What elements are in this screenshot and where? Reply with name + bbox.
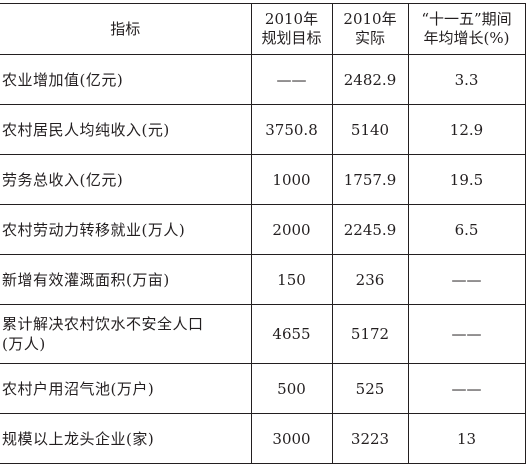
growth-cell: 6.5: [407, 204, 526, 255]
target-cell: 3000: [250, 413, 333, 464]
header-2010-target: 2010年 规划目标: [250, 3, 333, 55]
header-2010-target-line2: 规划目标: [261, 29, 322, 47]
indicator-label: 农村居民人均纯收入(元): [2, 120, 170, 139]
target-cell: 1000: [250, 154, 333, 205]
growth-cell: 3.3: [407, 54, 526, 105]
actual-cell: 2482.9: [331, 54, 409, 105]
indicator-label-continued: (万人): [2, 335, 46, 353]
indicator-cell: 农村居民人均纯收入(元): [0, 104, 252, 155]
table-header-row: 指标 2010年 规划目标 2010年 实际 “十一五”期间 年均增长(%): [0, 3, 526, 55]
statistics-table: 指标 2010年 规划目标 2010年 实际 “十一五”期间 年均增长(%) 农…: [0, 3, 526, 464]
table-row: 农村劳动力转移就业(万人) 2000 2245.9 6.5: [0, 204, 526, 255]
target-cell: 4655: [250, 304, 333, 364]
indicator-label: 农业增加值(亿元): [2, 70, 124, 89]
header-2010-target-line1: 2010年: [264, 10, 319, 28]
header-indicator-label: 指标: [110, 19, 141, 38]
growth-cell: 12.9: [407, 104, 526, 155]
indicator-label: 累计解决农村饮水不安全人口: [2, 315, 204, 333]
indicator-cell: 农村户用沼气池(万户): [0, 363, 252, 414]
indicator-label: 规模以上龙头企业(家): [2, 429, 155, 448]
indicator-cell: 规模以上龙头企业(家): [0, 413, 252, 464]
target-cell: 150: [250, 254, 333, 305]
growth-cell: 13: [407, 413, 526, 464]
indicator-cell: 新增有效灌溉面积(万亩): [0, 254, 252, 305]
growth-cell: ——: [407, 304, 526, 364]
indicator-cell: 劳务总收入(亿元): [0, 154, 252, 205]
growth-cell: ——: [407, 363, 526, 414]
table-row: 农村居民人均纯收入(元) 3750.8 5140 12.9: [0, 104, 526, 155]
header-indicator: 指标: [0, 3, 252, 55]
header-annual-growth-line2: 年均增长(%): [423, 29, 510, 47]
table-row: 劳务总收入(亿元) 1000 1757.9 19.5: [0, 154, 526, 205]
growth-cell: 19.5: [407, 154, 526, 205]
table-row: 农村户用沼气池(万户) 500 525 ——: [0, 363, 526, 414]
target-cell: 2000: [250, 204, 333, 255]
target-cell: ——: [250, 54, 333, 105]
actual-cell: 5172: [331, 304, 409, 364]
actual-cell: 5140: [331, 104, 409, 155]
table-row: 规模以上龙头企业(家) 3000 3223 13: [0, 413, 526, 464]
header-2010-actual-line1: 2010年: [343, 10, 397, 28]
actual-cell: 1757.9: [331, 154, 409, 205]
indicator-cell: 累计解决农村饮水不安全人口 (万人): [0, 304, 252, 364]
header-annual-growth-line1: “十一五”期间: [421, 10, 512, 28]
indicator-label: 新增有效灌溉面积(万亩): [2, 270, 170, 289]
actual-cell: 3223: [331, 413, 409, 464]
table-row: 累计解决农村饮水不安全人口 (万人) 4655 5172 ——: [0, 304, 526, 364]
indicator-cell: 农村劳动力转移就业(万人): [0, 204, 252, 255]
target-cell: 3750.8: [250, 104, 333, 155]
header-2010-actual-line2: 实际: [354, 29, 385, 47]
target-cell: 500: [250, 363, 333, 414]
table-row: 农业增加值(亿元) —— 2482.9 3.3: [0, 54, 526, 105]
header-2010-actual: 2010年 实际: [331, 3, 409, 55]
indicator-label: 农村户用沼气池(万户): [2, 379, 155, 398]
actual-cell: 236: [331, 254, 409, 305]
indicator-label: 劳务总收入(亿元): [2, 170, 124, 189]
indicator-label: 农村劳动力转移就业(万人): [2, 220, 186, 239]
header-annual-growth: “十一五”期间 年均增长(%): [407, 3, 526, 55]
actual-cell: 525: [331, 363, 409, 414]
indicator-cell: 农业增加值(亿元): [0, 54, 252, 105]
growth-cell: ——: [407, 254, 526, 305]
actual-cell: 2245.9: [331, 204, 409, 255]
table-row: 新增有效灌溉面积(万亩) 150 236 ——: [0, 254, 526, 305]
